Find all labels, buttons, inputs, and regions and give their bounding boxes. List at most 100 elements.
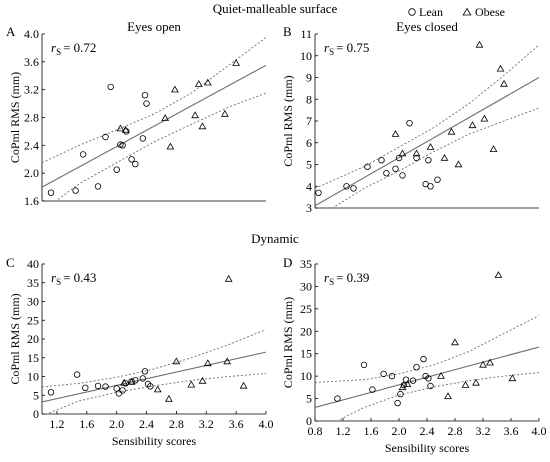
panel-title: Eyes closed <box>396 19 458 34</box>
panel-title: Eyes open <box>127 19 181 34</box>
point-obese <box>127 377 136 385</box>
point-obese <box>468 121 477 129</box>
y-tick-label: 5 <box>33 388 39 402</box>
regression-line <box>315 77 539 207</box>
legend-lean-label: Lean <box>419 5 443 19</box>
x-tick-label: 4.0 <box>532 424 547 438</box>
ci-upper-line <box>42 329 266 388</box>
point-lean <box>413 154 420 162</box>
point-lean <box>383 169 390 177</box>
x-tick-label: 3.2 <box>476 424 491 438</box>
point-lean <box>72 187 79 194</box>
point-obese <box>161 114 170 121</box>
rs-symbol: r <box>324 270 330 285</box>
y-tick-label: 5 <box>306 158 312 172</box>
point-lean <box>144 380 152 388</box>
y-tick-label: 11 <box>300 27 312 41</box>
y-tick-label: 35 <box>300 257 312 271</box>
panel-lines <box>42 37 266 201</box>
panel-c: 0 5 10 15 20 25 30 35 40 1.2 1.6 2.0 2.4 2.8 3.2 3.6 4.0… <box>6 255 274 448</box>
y-tick-label: 9 <box>306 71 312 85</box>
point-lean <box>47 189 55 196</box>
point-obese <box>232 59 240 66</box>
x-tick-label: 2.0 <box>392 424 407 438</box>
point-lean <box>94 382 102 390</box>
point-obese <box>440 153 449 161</box>
y-tick-label: 20 <box>27 332 39 346</box>
y-tick-label: 35 <box>27 276 39 290</box>
rs-annotation: rS = 0.72 <box>51 40 96 57</box>
x-tick-label: 1.2 <box>336 424 351 438</box>
point-obese <box>398 149 407 157</box>
point-lean <box>315 189 322 196</box>
point-obese <box>486 358 494 366</box>
panel-b: 3 4 5 6 7 8 9 10 11 B Eyes closed rS = 0.75 CoPml RMS… <box>281 19 539 215</box>
point-obese <box>203 359 212 367</box>
point-obese <box>451 338 459 346</box>
rs-symbol: r <box>51 270 57 285</box>
y-tick-label: 4 <box>306 179 312 193</box>
point-lean <box>122 380 129 387</box>
x-tick-label: 3.2 <box>199 417 214 431</box>
ci-upper-line <box>315 315 539 383</box>
y-tick-label: 3.6 <box>24 55 39 69</box>
point-lean <box>147 383 154 390</box>
point-obese <box>166 142 175 150</box>
rs-value: = 0.39 <box>336 270 369 285</box>
x-tick-label: 3.6 <box>504 424 519 438</box>
x-tick-label: 1.6 <box>79 417 94 431</box>
point-obese <box>437 371 445 379</box>
point-obese <box>508 374 517 382</box>
point-lean <box>139 135 146 142</box>
point-obese <box>489 145 498 152</box>
ci-lower-line <box>55 92 266 201</box>
y-tick-label: 15 <box>27 351 39 365</box>
point-lean <box>425 156 432 164</box>
point-lean <box>364 163 371 170</box>
point-lean <box>400 381 408 389</box>
rs-value: = 0.43 <box>63 270 96 285</box>
panel-letter: C <box>6 255 15 270</box>
point-obese <box>221 109 229 117</box>
y-axis-label: CoPml RMS (mm) <box>281 75 295 166</box>
y-tick-label: 10 <box>300 369 312 383</box>
point-obese <box>172 357 181 365</box>
point-obese <box>461 380 470 388</box>
point-lean <box>47 389 55 396</box>
point-obese <box>494 271 503 278</box>
panel-d: 0 5 10 15 20 25 30 35 0.8 1.2 1.6 2.0 2.4 2.8 3.2 3.6 4.… <box>281 255 547 455</box>
point-lean <box>128 156 135 163</box>
point-obese <box>475 40 484 48</box>
x-tick-label: 4.0 <box>259 417 274 431</box>
y-tick-label: 2.8 <box>24 111 39 125</box>
y-tick-label: 2.4 <box>24 138 39 152</box>
y-axis-label: CoPml RMS (mm) <box>8 72 22 163</box>
point-lean <box>378 156 385 164</box>
legend: Lean Obese <box>408 5 505 19</box>
y-tick-label: 40 <box>27 257 39 271</box>
rs-value: = 0.72 <box>63 40 96 55</box>
x-tick-label: 0.8 <box>308 424 323 438</box>
point-obese <box>224 274 233 282</box>
point-lean <box>73 371 81 378</box>
y-tick-label: 2.0 <box>24 166 39 180</box>
rs-symbol: r <box>51 40 57 55</box>
ci-upper-line <box>315 44 539 189</box>
x-tick-label: 2.0 <box>109 417 124 431</box>
y-tick-label: 0 <box>306 414 312 428</box>
point-lean <box>115 390 123 397</box>
point-obese <box>454 160 463 168</box>
section-title-dynamic: Dynamic <box>251 231 299 246</box>
rs-annotation: rS = 0.43 <box>51 270 96 287</box>
rs-symbol: r <box>324 40 330 55</box>
point-lean <box>399 172 406 179</box>
point-lean <box>406 119 413 127</box>
y-tick-label: 10 <box>27 370 39 384</box>
x-tick-label: 1.2 <box>49 417 64 431</box>
point-obese <box>412 149 421 157</box>
legend-lean-marker <box>408 8 416 16</box>
ci-lower-line <box>45 373 266 414</box>
point-obese <box>447 127 456 135</box>
point-obese <box>203 78 212 86</box>
